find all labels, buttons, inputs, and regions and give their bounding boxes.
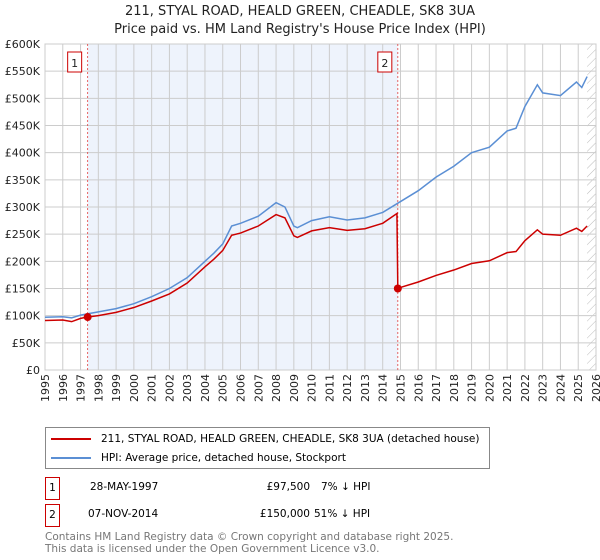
x-tick-label: 2022 bbox=[519, 374, 532, 402]
x-tick-label: 2015 bbox=[394, 374, 407, 402]
y-tick-label: £400K bbox=[5, 147, 41, 160]
sale-marker-label: 1 bbox=[71, 57, 78, 70]
plot-border bbox=[44, 43, 597, 371]
x-tick-label: 2018 bbox=[448, 374, 461, 402]
legend-property: 211, STYAL ROAD, HEALD GREEN, CHEADLE, S… bbox=[101, 433, 480, 445]
y-tick-label: £450K bbox=[5, 120, 41, 133]
x-tick-label: 2020 bbox=[483, 374, 496, 402]
red-line-swatch bbox=[51, 438, 91, 440]
legend-hpi: HPI: Average price, detached house, Stoc… bbox=[101, 452, 346, 464]
x-tick-label: 2010 bbox=[306, 374, 319, 402]
sale-row-1: 1 28-MAY-1997 £97,500 7% ↓ HPI bbox=[45, 477, 465, 500]
y-tick-label: £0 bbox=[26, 364, 40, 377]
x-tick-label: 1999 bbox=[110, 374, 123, 402]
footer-line-1: Contains HM Land Registry data © Crown c… bbox=[45, 531, 454, 543]
y-tick-label: £50K bbox=[12, 337, 41, 350]
footer: Contains HM Land Registry data © Crown c… bbox=[45, 531, 453, 555]
x-tick-label: 2009 bbox=[288, 374, 301, 402]
x-tick-label: 2016 bbox=[412, 374, 425, 402]
x-tick-label: 1998 bbox=[92, 374, 105, 402]
x-tick-label: 2017 bbox=[430, 374, 443, 402]
y-tick-label: £350K bbox=[5, 174, 41, 187]
y-tick-label: £250K bbox=[5, 228, 41, 241]
sale-point bbox=[83, 313, 92, 322]
y-tick-label: £300K bbox=[5, 201, 41, 214]
hpi-line bbox=[44, 76, 588, 319]
legend: 211, STYAL ROAD, HEALD GREEN, CHEADLE, S… bbox=[45, 427, 490, 469]
chart-title: 211, STYAL ROAD, HEALD GREEN, CHEADLE, S… bbox=[124, 4, 476, 19]
sale-marker-label: 2 bbox=[381, 57, 388, 70]
sale-row-2: 2 07-NOV-2014 £150,000 51% ↓ HPI bbox=[45, 504, 465, 527]
sale-date: 07-NOV-2014 bbox=[88, 508, 159, 520]
x-tick-label: 1997 bbox=[75, 374, 88, 402]
x-tick-label: 2003 bbox=[181, 374, 194, 402]
property-price-line bbox=[44, 212, 588, 323]
x-tick-label: 2005 bbox=[217, 374, 230, 402]
sale-point bbox=[393, 284, 402, 293]
sale-date: 28-MAY-1997 bbox=[90, 481, 159, 493]
x-tick-label: 2008 bbox=[270, 374, 283, 402]
blue-line-swatch bbox=[51, 457, 91, 459]
sale-price: £150,000 bbox=[259, 508, 310, 520]
y-tick-label: £150K bbox=[5, 283, 41, 296]
x-tick-label: 1996 bbox=[57, 374, 70, 402]
x-tick-label: 2026 bbox=[590, 374, 600, 402]
x-tick-label: 2000 bbox=[128, 374, 141, 402]
sale-marker-box bbox=[377, 51, 393, 73]
y-tick-label: £100K bbox=[5, 310, 41, 323]
footer-line-2: This data is licensed under the Open Gov… bbox=[45, 543, 380, 555]
x-tick-label: 2001 bbox=[146, 374, 159, 402]
x-tick-label: 2025 bbox=[572, 374, 585, 402]
y-tick-label: £550K bbox=[5, 65, 41, 78]
plot-area: £0 £50K £100K £150K £200K £250K £300K £350K £400… bbox=[5, 38, 600, 402]
sale-marker-box bbox=[67, 51, 83, 73]
chart-subtitle: Price paid vs. HM Land Registry's House … bbox=[114, 22, 486, 37]
x-tick-label: 2023 bbox=[537, 374, 550, 402]
x-tick-label: 2006 bbox=[235, 374, 248, 402]
y-tick-label: £500K bbox=[5, 92, 41, 105]
x-tick-label: 1995 bbox=[39, 374, 52, 402]
x-tick-label: 2021 bbox=[501, 374, 514, 402]
y-tick-label: £600K bbox=[5, 38, 41, 51]
sale-hpi-diff: 7% ↓ HPI bbox=[321, 481, 371, 493]
sale-marker-label: 2 bbox=[45, 504, 60, 527]
x-tick-label: 2013 bbox=[359, 374, 372, 402]
x-tick-label: 2002 bbox=[163, 374, 176, 402]
x-tick-label: 2019 bbox=[466, 374, 479, 402]
x-tick-label: 2024 bbox=[554, 374, 567, 402]
sale-price: £97,500 bbox=[266, 481, 310, 493]
sale-hpi-diff: 51% ↓ HPI bbox=[314, 508, 371, 520]
x-tick-label: 2007 bbox=[252, 374, 265, 402]
x-tick-label: 2014 bbox=[377, 374, 390, 402]
x-tick-label: 2004 bbox=[199, 374, 212, 402]
x-tick-label: 2011 bbox=[323, 374, 336, 402]
x-tick-label: 2012 bbox=[341, 374, 354, 402]
y-tick-label: £200K bbox=[5, 255, 41, 268]
sale-marker-label: 1 bbox=[45, 477, 60, 500]
